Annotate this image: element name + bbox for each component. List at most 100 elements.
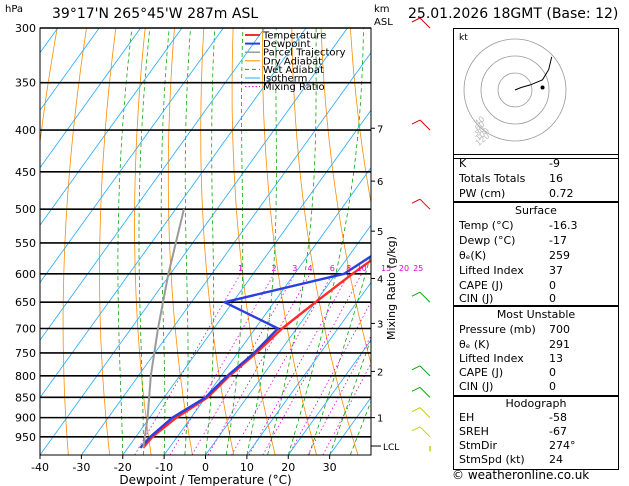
hodograph-trace	[514, 56, 553, 91]
dry-adiabat-line	[167, 28, 193, 455]
datetime-title: 25.01.2026 18GMT (Base: 12)	[408, 6, 619, 22]
lcl-label: LCL	[383, 443, 399, 453]
mixing-ratio-tick-label: 3	[292, 264, 297, 273]
km-axis-label: km	[374, 4, 390, 15]
wind-barb	[419, 119, 431, 131]
wind-barb	[419, 387, 431, 398]
hodo-row: EH -58	[459, 411, 567, 424]
surface-row: Dewp (°C) -17	[459, 234, 567, 247]
surface-row: CIN (J) 0	[459, 292, 556, 305]
isotherm-line	[205, 224, 371, 455]
pressure-tick-label: 550	[15, 237, 36, 250]
isotherm-line	[163, 166, 371, 455]
mixing-ratio-tick-label: 10	[357, 264, 367, 273]
surface-row: θₑ(K) 259	[459, 249, 570, 262]
pressure-tick-label: 300	[15, 22, 36, 35]
pressure-tick-label: 650	[15, 296, 36, 309]
km-tick-label: 5	[377, 227, 383, 238]
hodo-row: SREH -67	[459, 425, 567, 438]
legend-entry: Dewpoint	[263, 39, 311, 50]
km-tick-label: 1	[377, 414, 383, 425]
mixing-ratio-tick-label: 4	[307, 264, 312, 273]
isotherm-line	[122, 109, 371, 455]
km-tick-label: 7	[377, 124, 383, 135]
mixing-ratio-tick-label: 20	[399, 264, 409, 273]
km-tick-label: 4	[377, 275, 383, 286]
wind-barb-flag	[411, 17, 421, 23]
wind-barb-flag	[411, 386, 421, 392]
mixing-ratio-tick-label: 6	[330, 264, 335, 273]
legend-entry: Isotherm	[263, 74, 307, 85]
x-tick-label: -30	[72, 461, 90, 474]
pressure-tick-label: 600	[15, 268, 36, 281]
km-tick-label: 3	[377, 319, 383, 330]
km-tick-label: 6	[377, 177, 383, 188]
legend-entry: Mixing Ratio	[263, 82, 325, 93]
isotherm-line	[40, 28, 307, 399]
hodograph-box: Hodograph EH -58 SREH -67 StmDir 274° StmSp…	[453, 395, 619, 470]
indices-panel: K -9 Totals Totals 16 PW (cm) 0.72 Surface …	[453, 154, 619, 470]
surface-row: Temp (°C) -16.3	[459, 219, 578, 232]
dewpoint-series	[139, 254, 371, 449]
wind-barb	[419, 291, 431, 303]
mixing-ratio-line	[207, 273, 311, 455]
isotherm-line	[40, 28, 183, 226]
legend-entry: Dry Adiabat	[263, 56, 322, 67]
isotherm-line	[0, 28, 16, 455]
wet-adiabat-line	[160, 28, 170, 455]
hodograph-unit-label: kt	[459, 33, 468, 43]
index-row: Totals Totals 16	[459, 172, 563, 185]
isotherm-line	[40, 28, 141, 169]
wet-adiabat-line	[138, 28, 151, 455]
wet-adiabat-line	[117, 28, 133, 455]
pressure-tick-label: 450	[15, 166, 36, 179]
wind-barb	[419, 365, 431, 377]
mu-row: Pressure (mb) 700	[459, 323, 570, 336]
x-tick-label: 10	[240, 461, 254, 474]
parcel-trajectory-series	[142, 208, 185, 448]
dry-adiabat-line	[99, 28, 117, 455]
pressure-tick-label: 400	[15, 124, 36, 137]
isotherm-line	[40, 28, 100, 111]
most-unstable-box: Most Unstable Pressure (mb) 700 θₑ (K) 291…	[453, 305, 619, 397]
pressure-tick-label: 800	[15, 370, 36, 383]
mixing-ratio-tick-label: 25	[413, 264, 423, 273]
hodograph-ring	[497, 72, 533, 108]
isotherm-line	[40, 28, 348, 455]
wind-barb-flag	[411, 365, 421, 371]
x-tick-label: -10	[155, 461, 173, 474]
legend-entry: Temperature	[262, 31, 326, 42]
dry-adiabat-line	[200, 28, 235, 455]
dry-adiabat-line	[62, 28, 87, 455]
wind-barb-flag	[411, 407, 421, 413]
mixing-ratio-line	[248, 273, 350, 455]
temperature-series	[142, 259, 371, 449]
pressure-tick-label: 350	[15, 77, 36, 90]
wind-barb-flag	[411, 198, 421, 204]
x-tick-label: 0	[202, 461, 209, 474]
asl-axis-label: ASL	[374, 17, 393, 28]
km-tick-label: 2	[377, 367, 383, 378]
hodo-row: StmSpd (kt) 24	[459, 453, 563, 466]
location-title: 39°17'N 265°45'W 287m ASL	[52, 6, 259, 22]
y-axis-label: hPa	[5, 4, 23, 15]
x-tick-label: -40	[31, 461, 49, 474]
index-row: K -9	[459, 157, 560, 170]
isotherm-line	[81, 52, 371, 455]
x-tick-label: -20	[114, 461, 132, 474]
isotherm-line	[40, 28, 266, 341]
isotherm-line	[287, 339, 371, 455]
wind-barb-flag	[411, 119, 421, 125]
hodograph-title: Hodograph	[505, 397, 567, 410]
mixing-ratio-line	[231, 273, 333, 455]
pressure-tick-label: 500	[15, 203, 36, 216]
wind-barb	[419, 17, 431, 29]
surface-box: Surface Temp (°C) -16.3 Dewp (°C) -17 θₑ(K…	[453, 201, 619, 307]
hodograph-ring	[480, 55, 550, 125]
isotherm-line	[40, 28, 224, 284]
mixing-ratio-tick-label: 1	[238, 264, 243, 273]
surface-row: Lifted Index 37	[459, 264, 563, 277]
